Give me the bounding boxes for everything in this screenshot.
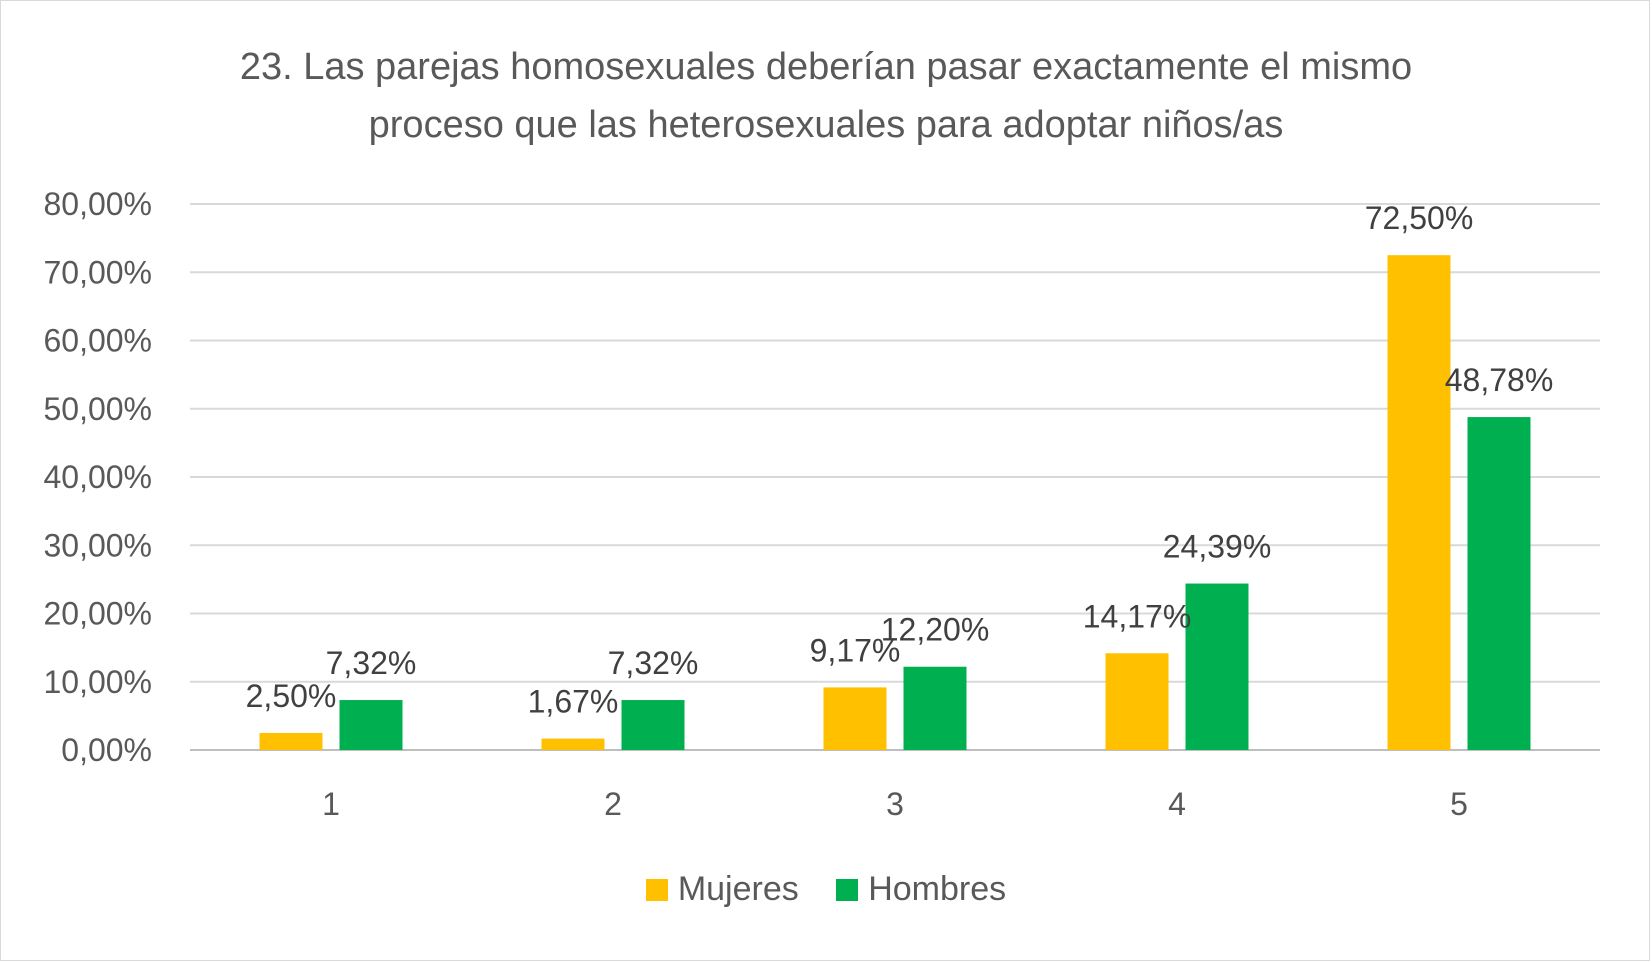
bar-mujeres-4	[1105, 653, 1169, 750]
y-tick-label: 80,00%	[43, 186, 152, 222]
chart-title-line-1: 23. Las parejas homosexuales deberían pa…	[239, 46, 1413, 88]
y-tick-label: 30,00%	[43, 527, 152, 563]
legend-label-hombres: Hombres	[868, 870, 1007, 908]
y-tick-label: 0,00%	[61, 732, 152, 768]
bar-hombres-1	[339, 700, 403, 750]
legend-swatch-hombres	[836, 878, 859, 901]
legend-label-mujeres: Mujeres	[677, 870, 799, 908]
chart-title: 23. Las parejas homosexuales deberían pa…	[0, 38, 1652, 154]
data-label-hombres-3: 12,20%	[881, 612, 990, 648]
x-tick-label: 2	[604, 786, 622, 822]
legend-swatch-mujeres	[645, 878, 668, 901]
x-tick-label: 3	[886, 786, 904, 822]
data-label-mujeres-5: 72,50%	[1365, 200, 1474, 236]
bar-hombres-5	[1467, 417, 1531, 750]
data-labels: 2,50%7,32%1,67%7,32% 9,17%12,20% 14,17%24,…	[246, 200, 1554, 719]
y-tick-label: 50,00%	[43, 391, 152, 427]
bar-mujeres-1	[259, 732, 323, 750]
chart-title-line-2: proceso que las heterosexuales para adop…	[368, 104, 1284, 146]
data-label-mujeres-2: 1,67%	[528, 684, 619, 720]
legend-item-hombres: Hombres	[836, 870, 1006, 909]
bar-hombres-2	[621, 700, 685, 750]
y-tick-label: 60,00%	[43, 323, 152, 359]
x-tick-label: 1	[322, 786, 340, 822]
data-label-hombres-5: 48,78%	[1445, 362, 1554, 398]
bar-hombres-4	[1185, 583, 1249, 750]
bar-mujeres-5	[1387, 255, 1451, 750]
data-label-mujeres-4: 14,17%	[1083, 598, 1192, 634]
bar-mujeres-3	[823, 687, 887, 750]
y-axis-ticks: 0,00% 10,00% 20,00% 30,00% 40,00% 50,00% 60,00…	[43, 186, 152, 768]
y-tick-label: 40,00%	[43, 459, 152, 495]
legend-item-mujeres: Mujeres	[645, 870, 799, 909]
data-label-mujeres-1: 2,50%	[246, 678, 337, 714]
x-axis-ticks: 1 2 3 4 5	[322, 786, 1468, 822]
x-tick-label: 4	[1168, 786, 1186, 822]
legend: Mujeres Hombres	[0, 870, 1652, 910]
y-tick-label: 70,00%	[43, 254, 152, 290]
x-tick-label: 5	[1450, 786, 1468, 822]
y-tick-label: 20,00%	[43, 596, 152, 632]
bar-mujeres-2	[541, 738, 605, 750]
data-label-mujeres-3: 9,17%	[810, 632, 901, 668]
data-label-hombres-2: 7,32%	[608, 645, 699, 681]
y-tick-label: 10,00%	[43, 664, 152, 700]
data-label-hombres-1: 7,32%	[326, 645, 417, 681]
data-label-hombres-4: 24,39%	[1163, 529, 1272, 565]
gridlines	[190, 203, 1600, 751]
bar-hombres-3	[903, 666, 967, 750]
bars	[259, 255, 1531, 750]
